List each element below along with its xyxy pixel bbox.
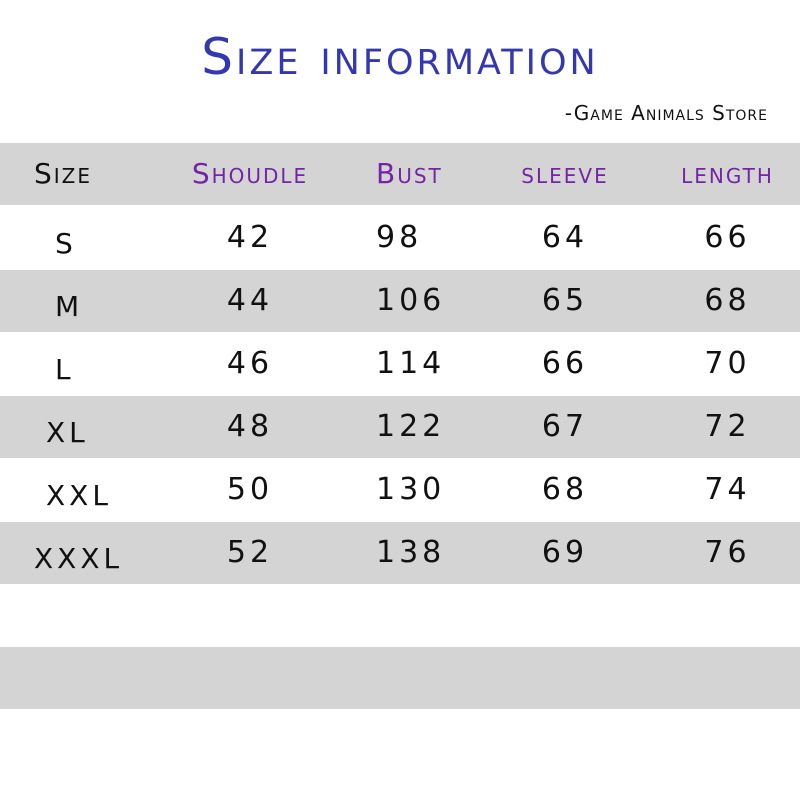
cell-sleeve: 68 xyxy=(541,472,589,507)
cell-sleeve: 67 xyxy=(541,409,589,444)
cell-length: 70 xyxy=(704,346,751,381)
cell-sleeve: 64 xyxy=(541,220,589,255)
table-row: XXL 50 130 68 74 xyxy=(0,459,800,521)
store-credit: -Game Animals Store xyxy=(564,101,768,125)
header-size: Size xyxy=(34,157,93,190)
cell-size: S xyxy=(55,227,77,260)
cell-bust: 130 xyxy=(376,472,446,507)
cell-size: XXXL xyxy=(34,542,124,575)
cell-sleeve: 65 xyxy=(541,283,589,318)
header-shoulder: Shoudle xyxy=(191,157,309,190)
table-row: M 44 106 65 68 xyxy=(0,270,800,332)
table-row: XL 48 122 67 72 xyxy=(0,396,800,458)
cell-length: 74 xyxy=(704,472,751,507)
cell-shoulder: 52 xyxy=(226,535,274,570)
cell-length: 76 xyxy=(704,535,751,570)
cell-bust: 114 xyxy=(376,346,446,381)
cell-sleeve: 66 xyxy=(541,346,589,381)
cell-shoulder: 50 xyxy=(226,472,274,507)
header-bust: Bust xyxy=(376,157,443,190)
page-title: Size information xyxy=(201,28,599,86)
cell-size: XL xyxy=(46,416,89,449)
cell-shoulder: 46 xyxy=(226,346,274,381)
cell-length: 68 xyxy=(704,283,751,318)
cell-size: M xyxy=(55,290,84,323)
cell-size: L xyxy=(55,353,75,386)
cell-bust: 138 xyxy=(376,535,446,570)
cell-bust: 122 xyxy=(376,409,446,444)
cell-sleeve: 69 xyxy=(541,535,589,570)
table-header: Size Shoudle Bust sleeve length xyxy=(0,143,800,205)
cell-bust: 106 xyxy=(376,283,446,318)
cell-length: 72 xyxy=(704,409,751,444)
header-length: length xyxy=(681,157,774,190)
table-row: L 46 114 66 70 xyxy=(0,333,800,395)
cell-size: XXL xyxy=(46,479,112,512)
header-sleeve: sleeve xyxy=(521,157,609,190)
table-row: S 42 98 64 66 xyxy=(0,207,800,269)
cell-shoulder: 44 xyxy=(226,283,274,318)
cell-shoulder: 42 xyxy=(226,220,274,255)
empty-row xyxy=(0,647,800,709)
cell-bust: 98 xyxy=(376,220,423,255)
table-row: XXXL 52 138 69 76 xyxy=(0,522,800,584)
cell-shoulder: 48 xyxy=(226,409,274,444)
cell-length: 66 xyxy=(704,220,751,255)
